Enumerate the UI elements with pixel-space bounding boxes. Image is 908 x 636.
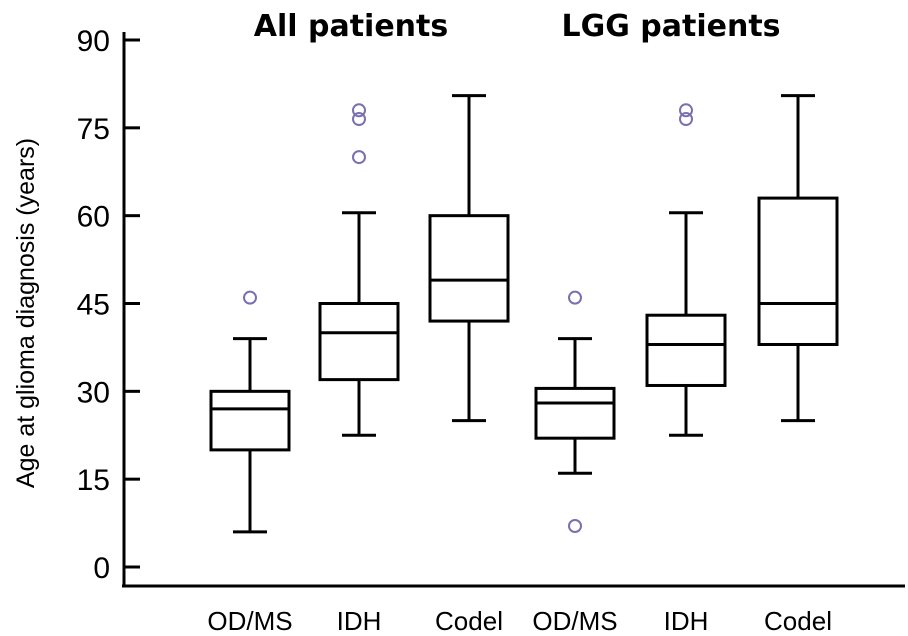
x-category-label-1: IDH xyxy=(337,606,382,636)
outlier-point-4-0 xyxy=(679,112,693,127)
x-category-label-2: Codel xyxy=(435,606,503,636)
y-tick-label-30: 30 xyxy=(77,376,110,409)
iqr-box-3 xyxy=(534,386,616,440)
outlier-point-0-0 xyxy=(243,290,257,305)
box-group-1 xyxy=(318,103,400,437)
iqr-box-5 xyxy=(757,196,839,346)
x-category-label-5: Codel xyxy=(764,606,832,636)
iqr-box-2 xyxy=(428,214,510,323)
outlier-point-3-0 xyxy=(568,519,582,534)
y-tick-label-15: 15 xyxy=(77,464,110,497)
outlier-point-1-0 xyxy=(352,150,366,165)
outlier-point-1-1 xyxy=(352,112,366,127)
iqr-box-1 xyxy=(318,302,400,382)
y-tick-label-75: 75 xyxy=(77,113,110,146)
y-tick-label-0: 0 xyxy=(93,552,110,585)
x-category-label-3: OD/MS xyxy=(532,606,617,636)
outlier-point-3-1 xyxy=(568,290,582,305)
outlier-point-4-1 xyxy=(679,103,693,118)
iqr-box-0 xyxy=(209,389,291,452)
x-category-label-0: OD/MS xyxy=(207,606,292,636)
iqr-box-4 xyxy=(645,313,727,387)
y-tick-label-90: 90 xyxy=(77,25,110,58)
y-axis-ticks: 0 15 30 45 60 75 90 xyxy=(77,25,140,585)
group-title-lgg-patients: LGG patients xyxy=(561,9,780,44)
y-axis-label: Age at glioma diagnosis (years) xyxy=(12,138,40,488)
y-tick-label-60: 60 xyxy=(77,201,110,234)
group-title-all-patients: All patients xyxy=(254,9,448,44)
box-plot-boxes xyxy=(209,94,839,534)
box-group-4 xyxy=(645,103,727,437)
box-group-5 xyxy=(757,94,839,423)
x-axis-category-labels: OD/MS IDH Codel OD/MS IDH Codel xyxy=(207,606,832,636)
box-group-2 xyxy=(428,94,510,423)
x-category-label-4: IDH xyxy=(664,606,709,636)
box-group-0 xyxy=(209,290,291,534)
outlier-point-1-2 xyxy=(352,103,366,118)
box-group-3 xyxy=(534,290,616,534)
y-tick-label-45: 45 xyxy=(77,289,110,322)
